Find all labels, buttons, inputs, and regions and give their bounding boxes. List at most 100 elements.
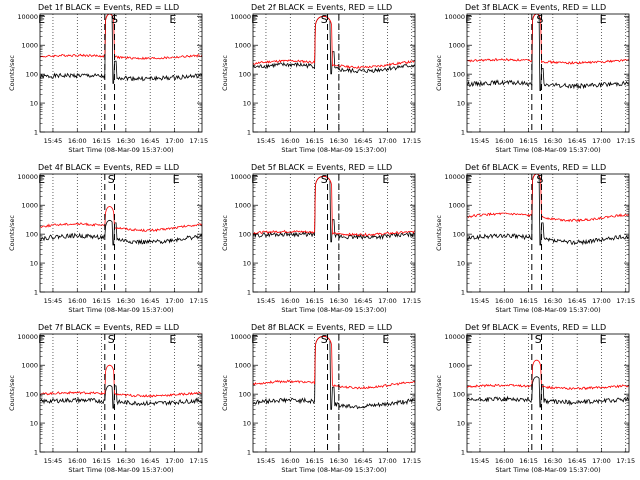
y-tick-label: 10000 [444, 13, 465, 21]
series-group [253, 335, 415, 410]
events-series-line [40, 384, 202, 409]
chart-panel: Det 1f BLACK = Events, RED = LLD 1 10 100 10… [8, 3, 208, 154]
interval-marker-label: E [251, 173, 258, 186]
x-tick-label: 16:45 [568, 137, 587, 145]
x-tick-label: 16:00 [495, 297, 514, 305]
y-axis-label: Counts/sec [8, 215, 16, 251]
lld-series-line [253, 15, 415, 69]
y-tick-label: 1000 [21, 362, 38, 370]
y-tick-label: 10 [243, 420, 251, 428]
y-axis-label: Counts/sec [221, 55, 229, 91]
interval-marker-label: E [38, 173, 45, 186]
y-tick-label: 1 [247, 129, 251, 137]
interval-marker-label: E [169, 13, 176, 26]
y-tick-label: 100 [26, 71, 38, 79]
lld-series-line [40, 364, 202, 398]
interval-marker-label: E [465, 13, 472, 26]
x-tick-label: 16:45 [568, 457, 587, 465]
x-tick-label: 17:00 [378, 137, 397, 145]
events-series-line [40, 219, 202, 246]
interval-marker-label: S [111, 13, 118, 26]
y-tick-label: 100 [239, 231, 251, 239]
x-tick-label: 16:15 [92, 297, 111, 305]
y-axis-label: Counts/sec [435, 55, 443, 91]
plot-frame [39, 13, 203, 133]
y-axis-label: Counts/sec [435, 375, 443, 411]
y-tick-label: 1 [247, 289, 251, 297]
x-tick-label: 17:15 [402, 137, 421, 145]
y-tick-label: 1000 [234, 362, 251, 370]
y-tick-label: 1 [34, 129, 38, 137]
chart-panel: Det 3f BLACK = Events, RED = LLD 1 10 100 10… [435, 3, 635, 154]
y-axis-label: Counts/sec [221, 375, 229, 411]
interval-marker-label: S [321, 13, 328, 26]
y-tick-label: 100 [239, 71, 251, 79]
x-tick-label: 17:00 [165, 457, 184, 465]
y-tick-label: 10000 [230, 13, 251, 21]
panel-title: Det 2f BLACK = Events, RED = LLD [251, 3, 392, 12]
y-axis-label: Counts/sec [8, 375, 16, 411]
events-series-line [253, 15, 415, 75]
y-tick-label: 1 [247, 449, 251, 457]
x-tick-label: 16:30 [329, 297, 348, 305]
x-tick-label: 15:45 [471, 297, 490, 305]
x-axis-label: Start Time (08-Mar-09 15:37:00) [68, 146, 173, 154]
events-series-line [467, 174, 629, 246]
interval-marker-label: E [38, 13, 45, 26]
interval-marker-label: E [251, 333, 258, 346]
x-tick-label: 16:15 [305, 457, 324, 465]
y-tick-label: 1000 [234, 202, 251, 210]
x-axis-label: Start Time (08-Mar-09 15:37:00) [495, 306, 600, 314]
chart-panel: Det 9f BLACK = Events, RED = LLD 1 10 100 10… [435, 323, 635, 474]
lld-series-line [40, 206, 202, 233]
series-group [467, 14, 629, 91]
y-tick-label: 10 [457, 100, 465, 108]
x-tick-label: 17:15 [189, 137, 208, 145]
x-axis-label: Start Time (08-Mar-09 15:37:00) [495, 466, 600, 474]
x-tick-label: 16:30 [543, 137, 562, 145]
y-tick-label: 100 [453, 391, 465, 399]
x-tick-label: 17:15 [616, 137, 635, 145]
x-tick-label: 16:15 [92, 457, 111, 465]
interval-marker-label: E [600, 13, 607, 26]
lld-series-line [253, 175, 415, 237]
x-tick-label: 16:45 [354, 457, 373, 465]
y-tick-label: 10 [457, 420, 465, 428]
plot-frame [252, 13, 416, 133]
lld-series-line [467, 359, 629, 391]
y-tick-label: 1000 [234, 42, 251, 50]
x-tick-label: 15:45 [257, 457, 276, 465]
x-tick-label: 17:00 [378, 457, 397, 465]
x-tick-label: 15:45 [257, 137, 276, 145]
interval-marker-label: E [173, 173, 180, 186]
interval-marker-label: E [382, 13, 389, 26]
x-tick-label: 16:30 [116, 457, 135, 465]
y-tick-label: 1000 [448, 42, 465, 50]
x-tick-label: 16:45 [354, 137, 373, 145]
plot-frame [466, 333, 630, 453]
y-tick-label: 10 [30, 100, 38, 108]
interval-marker-label: S [536, 173, 543, 186]
y-tick-label: 10 [243, 100, 251, 108]
x-tick-label: 16:30 [329, 457, 348, 465]
series-group [467, 359, 629, 408]
events-series-line [467, 376, 629, 408]
y-tick-label: 10 [30, 260, 38, 268]
x-tick-label: 16:30 [116, 297, 135, 305]
interval-marker-label: E [382, 173, 389, 186]
x-tick-label: 17:00 [165, 137, 184, 145]
y-axis-label: Counts/sec [8, 55, 16, 91]
x-tick-label: 17:00 [592, 457, 611, 465]
x-tick-label: 17:00 [378, 297, 397, 305]
chart-panel: Det 7f BLACK = Events, RED = LLD 1 10 100 10… [8, 323, 208, 474]
y-tick-label: 100 [26, 391, 38, 399]
interval-marker-label: E [382, 333, 389, 346]
x-tick-label: 16:15 [92, 137, 111, 145]
x-tick-label: 16:00 [68, 137, 87, 145]
x-tick-label: 16:00 [68, 457, 87, 465]
y-tick-label: 10000 [17, 13, 38, 21]
y-tick-label: 100 [453, 231, 465, 239]
x-tick-label: 17:15 [189, 297, 208, 305]
panel-title: Det 4f BLACK = Events, RED = LLD [38, 163, 179, 172]
